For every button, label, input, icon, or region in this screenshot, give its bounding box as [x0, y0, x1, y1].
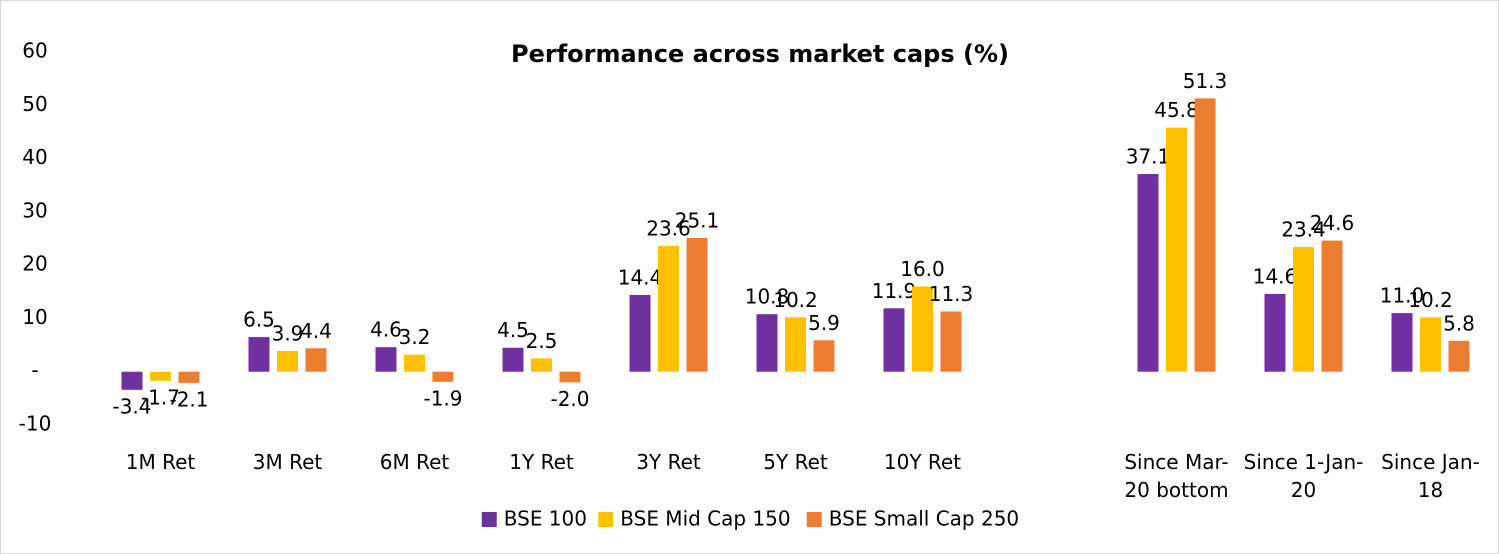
data-label: 37.1	[1126, 145, 1171, 169]
chart-title: Performance across market caps (%)	[511, 40, 1009, 68]
data-label: -3.4	[112, 394, 151, 418]
data-label: -1.9	[423, 386, 462, 410]
x-tick-label: Since Jan-18	[1381, 450, 1480, 502]
bar	[1137, 174, 1159, 372]
bar	[305, 348, 327, 372]
bar	[150, 371, 171, 381]
bar	[1448, 340, 1470, 372]
bar	[912, 286, 933, 372]
data-label: 5.9	[808, 311, 840, 335]
bar	[1321, 240, 1343, 372]
y-tick-label: -	[31, 358, 38, 382]
y-tick-label: 50	[22, 92, 47, 116]
bar	[121, 371, 143, 390]
legend-swatch	[481, 512, 497, 527]
bar	[1264, 293, 1286, 372]
data-label: 11.0	[1380, 284, 1425, 308]
bar	[375, 347, 397, 372]
data-label: 14.4	[618, 265, 663, 289]
legend-label: BSE 100	[504, 507, 587, 531]
data-label: 6.5	[243, 308, 275, 332]
data-label: 23.6	[646, 216, 691, 240]
data-label: -1.7	[141, 385, 180, 409]
bar	[178, 371, 200, 383]
bar	[248, 337, 270, 372]
data-label: 14.6	[1253, 264, 1298, 288]
data-label: 10.2	[773, 288, 818, 312]
bar	[277, 350, 298, 372]
bar	[658, 245, 679, 372]
data-label: 11.9	[872, 279, 917, 303]
bar	[756, 314, 778, 372]
x-tick-label: 10Y Ret	[883, 450, 962, 474]
bar	[432, 371, 454, 382]
bar	[813, 340, 835, 372]
x-tick-label: Since 1-Jan-20	[1243, 450, 1364, 502]
bar	[686, 237, 708, 372]
bar	[1420, 317, 1441, 372]
y-tick-label: 60	[22, 39, 47, 63]
data-label: 4.4	[300, 319, 332, 343]
data-label: 3.9	[272, 321, 304, 345]
data-label: -2.0	[550, 387, 589, 411]
legend-label: BSE Small Cap 250	[829, 507, 1019, 531]
data-label: 25.1	[675, 208, 720, 232]
x-tick-label: Since Mar-20 bottom	[1124, 450, 1229, 502]
x-tick-label: 5Y Ret	[763, 450, 828, 474]
data-label: 10.2	[1408, 288, 1453, 312]
bar	[883, 308, 905, 372]
bar	[1166, 127, 1187, 372]
x-tick-label: 1M Ret	[125, 450, 196, 474]
data-label: -2.1	[169, 387, 208, 411]
x-tick-label: 3M Ret	[252, 450, 323, 474]
data-label: 16.0	[900, 257, 945, 281]
data-label: 4.5	[497, 318, 529, 342]
data-label: 2.5	[526, 329, 558, 353]
data-label: 10.8	[745, 285, 790, 309]
data-label: 24.6	[1310, 211, 1355, 235]
bar	[1194, 98, 1216, 372]
bar	[1391, 313, 1413, 372]
x-tick-label: 1Y Ret	[509, 450, 574, 474]
bar	[559, 371, 581, 383]
y-tick-label: 10	[22, 305, 47, 329]
data-label: 45.8	[1154, 98, 1199, 122]
data-label: 23.4	[1281, 218, 1326, 242]
y-tick-label: 30	[22, 198, 47, 222]
legend-label: BSE Mid Cap 150	[620, 507, 790, 531]
bar	[404, 354, 425, 372]
legend-swatch	[598, 512, 614, 527]
x-tick-label: 6M Ret	[379, 450, 450, 474]
bar	[940, 311, 962, 372]
bar	[785, 317, 806, 372]
data-label: 3.2	[399, 325, 431, 349]
bar	[531, 358, 552, 372]
bar	[1293, 247, 1314, 372]
bar	[502, 347, 524, 372]
y-tick-label: 40	[22, 145, 47, 169]
y-tick-label: 20	[22, 252, 47, 276]
legend-swatch	[806, 512, 822, 527]
data-label: 11.3	[929, 282, 974, 306]
y-tick-label: -10	[19, 412, 52, 436]
data-label: 51.3	[1183, 69, 1228, 93]
data-label: 4.6	[370, 318, 402, 342]
data-label: 5.8	[1443, 311, 1475, 335]
x-tick-label: 3Y Ret	[636, 450, 701, 474]
bar	[629, 294, 651, 372]
